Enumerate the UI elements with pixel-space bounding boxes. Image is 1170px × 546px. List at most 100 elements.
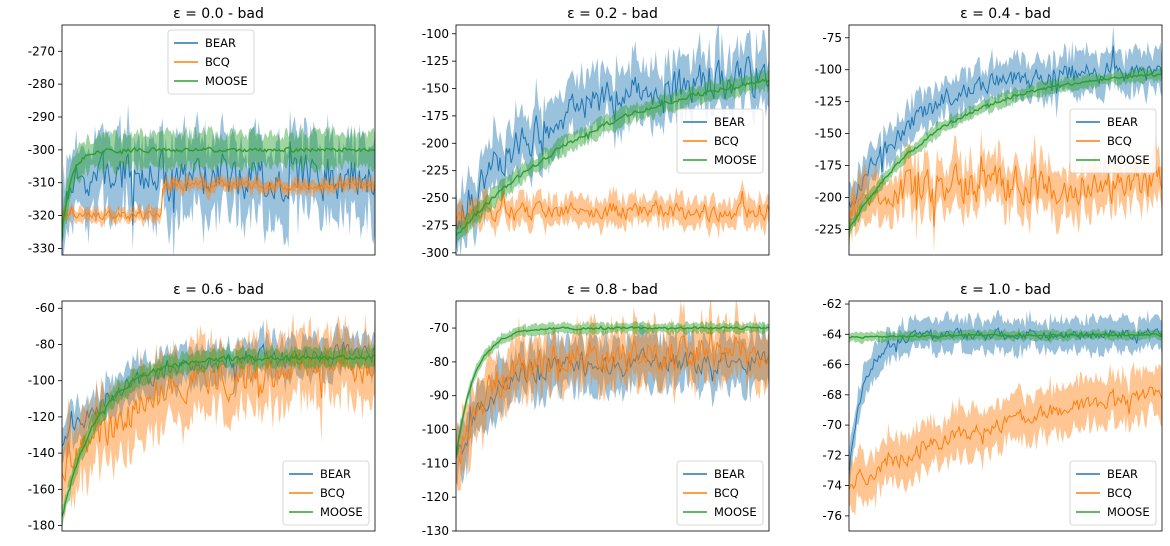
plot-area	[456, 25, 769, 255]
subplot-title: ε = 0.0 - bad	[173, 6, 264, 22]
series-line-bcq	[849, 156, 1162, 241]
series-line-moose	[62, 353, 375, 517]
legend-box	[167, 29, 255, 95]
y-tick-label: -200	[422, 136, 449, 150]
y-tick-label: -300	[422, 246, 449, 260]
legend-label-bear: BEAR	[1107, 115, 1138, 129]
subplot-title: ε = 1.0 - bad	[960, 282, 1051, 298]
legend: BEAR BCQ MOOSE	[1069, 108, 1157, 174]
y-tick-label: -66	[822, 358, 842, 372]
y-tick-label: -76	[822, 509, 842, 523]
band-bear	[849, 25, 1162, 233]
y-tick-label: -250	[422, 191, 449, 205]
legend-label-bear: BEAR	[1107, 467, 1138, 481]
plot-area	[62, 103, 375, 255]
legend-label-bcq: BCQ	[1107, 134, 1132, 148]
y-tick-label: -125	[815, 95, 842, 109]
y-tick-label: -175	[422, 109, 449, 123]
subplot-3: -75 -100 -125 -150 -175 -200 -225 ε = 0.4 - bad…	[815, 6, 1163, 256]
y-tick-label: -68	[822, 388, 842, 402]
y-tick-label: -125	[422, 54, 449, 68]
band-moose	[62, 125, 375, 243]
y-tick-label: -70	[429, 321, 449, 335]
legend-label-moose: MOOSE	[714, 505, 757, 519]
y-tick-label: -60	[35, 301, 55, 315]
y-tick-label: -270	[28, 44, 55, 58]
legend-label-bcq: BCQ	[205, 55, 230, 69]
band-moose	[849, 66, 1162, 240]
subplot-2: -100 -125 -150 -175 -200 -225 -250 -275 -300 ε = …	[422, 6, 770, 260]
y-tick-label: -100	[28, 374, 55, 388]
y-tick-label: -290	[28, 110, 55, 124]
legend: BEAR BCQ MOOSE	[676, 460, 764, 526]
axes-frame	[848, 300, 1163, 532]
legend-label-bcq: BCQ	[1107, 486, 1132, 500]
y-tick-label: -150	[422, 82, 449, 96]
plot-area	[849, 25, 1162, 255]
legend-label-moose: MOOSE	[205, 74, 248, 88]
series-line-bear	[62, 141, 375, 243]
y-tick-label: -160	[28, 482, 55, 496]
band-moose	[62, 342, 375, 529]
legend-label-bcq: BCQ	[714, 486, 739, 500]
y-tick-label: -320	[28, 209, 55, 223]
subplot-1: -270 -280 -290 -300 -310 -320 -330 ε = 0.0 - ba…	[28, 6, 376, 256]
legend: BEAR BCQ MOOSE	[282, 460, 370, 526]
series-line-moose	[849, 72, 1162, 231]
axes-frame	[455, 300, 770, 532]
series-line-moose	[62, 146, 375, 233]
plot-area	[62, 309, 375, 529]
y-tick-label: -140	[28, 446, 55, 460]
series-line-moose	[456, 325, 769, 457]
band-bcq	[849, 361, 1162, 516]
y-tick-label: -120	[28, 410, 55, 424]
legend-label-bcq: BCQ	[320, 486, 345, 500]
subplot-4: -60 -80 -100 -120 -140 -160 -180 ε = 0.6 - bad B…	[28, 282, 376, 533]
legend-label-moose: MOOSE	[1107, 505, 1150, 519]
y-tick-label: -80	[429, 355, 449, 369]
axes-frame	[848, 24, 1163, 256]
legend-box	[676, 108, 764, 174]
y-tick-label: -110	[422, 456, 449, 470]
plot-area	[849, 309, 1162, 516]
y-tick-label: -175	[815, 159, 842, 173]
subplot-5: -70 -80 -90 -100 -110 -120 -130 ε = 0.8 - bad BE…	[422, 282, 770, 538]
legend-box	[1069, 108, 1157, 174]
legend-box	[282, 460, 370, 526]
y-tick-label: -180	[28, 519, 55, 533]
series-line-bcq	[62, 178, 375, 221]
legend: BEAR BCQ MOOSE	[676, 108, 764, 174]
series-line-bcq	[456, 326, 769, 464]
subplot-title: ε = 0.2 - bad	[567, 6, 658, 22]
y-tick-label: -75	[822, 31, 842, 45]
y-tick-label: -150	[815, 127, 842, 141]
y-tick-label: -300	[28, 143, 55, 157]
legend-label-bcq: BCQ	[714, 134, 739, 148]
y-tick-label: -275	[422, 218, 449, 232]
y-tick-label: -280	[28, 77, 55, 91]
y-tick-label: -90	[429, 389, 449, 403]
legend-box	[676, 460, 764, 526]
band-bcq	[849, 129, 1162, 255]
series-line-bcq	[456, 190, 769, 228]
y-tick-label: -100	[815, 63, 842, 77]
legend-label-bear: BEAR	[205, 36, 236, 50]
y-tick-label: -72	[822, 448, 842, 462]
y-tick-label: -310	[28, 176, 55, 190]
legend-label-moose: MOOSE	[320, 505, 363, 519]
series-line-bcq	[849, 386, 1162, 491]
y-tick-label: -100	[422, 27, 449, 41]
legend-label-bear: BEAR	[320, 467, 351, 481]
y-tick-label: -225	[815, 222, 842, 236]
axes-frame	[61, 24, 376, 256]
legend-label-moose: MOOSE	[1107, 153, 1150, 167]
subplot-title: ε = 0.6 - bad	[173, 282, 264, 298]
legend: BEAR BCQ MOOSE	[167, 29, 255, 95]
band-bear	[456, 25, 769, 255]
legend-label-bear: BEAR	[714, 467, 745, 481]
series-line-bear	[849, 45, 1162, 208]
band-moose	[456, 319, 769, 463]
y-tick-label: -62	[822, 297, 842, 311]
subplot-6: -62 -64 -66 -68 -70 -72 -74 -76 ε = 1.0 - bad BEA…	[822, 282, 1163, 532]
